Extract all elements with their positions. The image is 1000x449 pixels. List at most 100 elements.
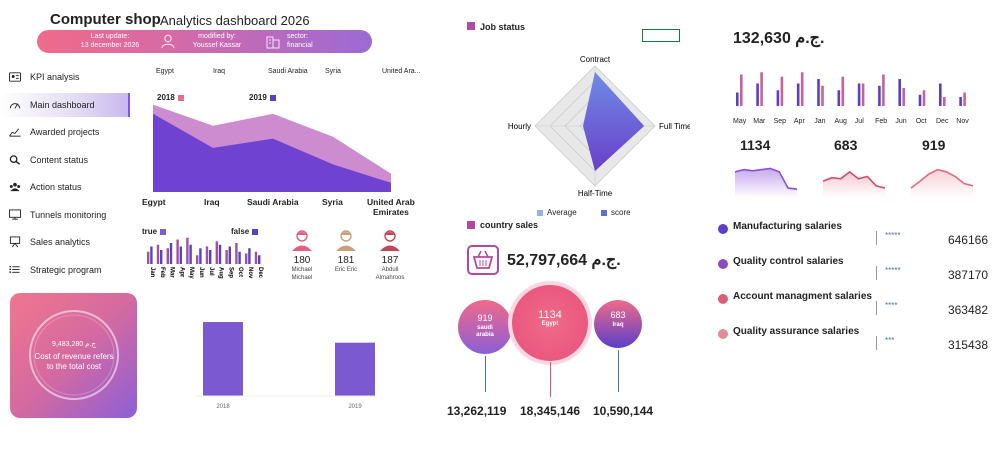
salary-stars: ***** — [876, 231, 901, 245]
area-bottom-label: Syria — [322, 197, 343, 207]
sidebar-item-action-status[interactable]: Action status — [0, 175, 130, 199]
tf-month-label: Dec — [257, 267, 263, 279]
tf-bar — [248, 248, 251, 264]
area-top-label: Saudi Arabia — [268, 68, 308, 75]
sidebar-item-awarded-projects[interactable]: Awarded projects — [0, 120, 130, 144]
salary-dot — [718, 224, 728, 234]
last-update-label: Last update: — [90, 33, 130, 40]
month-bar — [898, 79, 901, 106]
bubble-Iraq: 683 Iraq — [594, 300, 642, 348]
sidebar-item-strategic-program[interactable]: Strategic program — [0, 258, 130, 282]
area-chart — [153, 104, 391, 192]
bubble-value: 919 — [477, 313, 493, 323]
tf-month-label: Apr — [178, 267, 184, 278]
sidebar-item-main-dashboard[interactable]: Main dashboard — [0, 92, 130, 117]
tf-bar — [150, 246, 153, 264]
salary-value: 363482 — [947, 303, 988, 317]
month-bar — [800, 72, 804, 106]
area-series-2019 — [153, 113, 391, 192]
tf-month-label: Nov — [247, 267, 253, 279]
employee-avatar-icon — [287, 228, 317, 252]
year-bar-chart: 2018 2019 — [195, 322, 375, 410]
tf-bar — [245, 253, 248, 264]
monthly-bar-chart — [736, 72, 966, 106]
tf-bar — [156, 244, 160, 264]
sidebar-item-kpi-analysis[interactable]: KPI analysis — [0, 65, 130, 89]
employee-value: 181 — [337, 255, 355, 266]
employee-name: Michael Michael — [291, 267, 313, 281]
bubble-label: saudi arabia — [476, 325, 494, 338]
job-status-radar: Contract Full Time Half-Time Hourly — [508, 55, 690, 198]
sparkline-line-683 — [822, 170, 886, 189]
monitor-icon — [9, 208, 21, 220]
legend-2019-label: 2019 — [249, 93, 267, 102]
salary-dot — [718, 294, 728, 304]
sidebar-item-content-status[interactable]: Content status — [0, 148, 130, 172]
bubble-total: 13,262,119 — [447, 404, 507, 418]
average-swatch — [537, 209, 543, 216]
legend-false-label: false — [231, 227, 250, 236]
country-sales-total: 52,797,664 ج.م. — [507, 252, 621, 269]
month-label: Jul — [854, 118, 864, 125]
legend-2018-swatch — [177, 94, 184, 101]
app-title: Computer shop — [50, 11, 161, 28]
tf-bar — [254, 251, 258, 264]
sidebar-item-sales-analytics[interactable]: Sales analytics — [0, 230, 130, 254]
modified-value: Youssef Kassar — [192, 42, 242, 49]
year-bar-label: 2019 — [348, 404, 362, 410]
kpi-683: 683 — [834, 137, 858, 153]
tf-month-label: May — [188, 267, 194, 279]
radar-score-area — [583, 72, 645, 171]
month-bar — [837, 90, 841, 106]
month-bar — [817, 79, 820, 106]
salary-row: Quality control salaries ***** 387170 — [718, 256, 998, 282]
tf-bar — [179, 246, 182, 264]
id-card-icon — [9, 72, 21, 82]
bubble-Egypt: 1134 Egypt — [512, 285, 588, 361]
tf-month-label: Oct — [237, 267, 243, 277]
salary-dot — [718, 259, 728, 269]
month-bar — [922, 90, 926, 106]
employee-avatar-icon — [375, 228, 405, 252]
cost-text: Cost of revenue refers to the total cost — [34, 352, 114, 371]
tf-month-label: Feb — [159, 267, 165, 278]
app-subtitle: Analytics dashboard 2026 — [160, 13, 310, 28]
presentation-icon — [9, 236, 21, 248]
tf-bar — [199, 248, 202, 264]
sidebar-item-tunnels-monitoring[interactable]: Tunnels monitoring — [0, 203, 130, 227]
month-bar — [882, 74, 885, 106]
sidebar-item-label: Action status — [30, 182, 82, 192]
month-bar — [780, 76, 784, 106]
tf-month-label: Jan — [149, 267, 155, 278]
area-bottom-label: Egypt — [142, 197, 166, 207]
month-bar — [821, 85, 824, 106]
employee-name: Abdull Almahroos — [375, 267, 405, 281]
area-bottom-label: United Arab Emirates — [367, 197, 415, 217]
bubble-connector — [618, 350, 619, 392]
job-status-title: Job status — [480, 22, 526, 32]
bubble-value: 683 — [610, 310, 626, 320]
tf-month-label: Jul — [208, 267, 214, 276]
radar-legend-average: Average — [537, 208, 577, 217]
tf-month-label: Aug — [218, 267, 224, 279]
bubble-label: Egypt — [541, 321, 559, 327]
selection-box[interactable] — [642, 29, 680, 42]
legend-2019-swatch — [269, 94, 276, 101]
sidebar-item-label: Strategic program — [30, 264, 102, 275]
month-bar — [736, 92, 739, 106]
person-icon — [292, 230, 312, 251]
sidebar-item-label: Main dashboard — [30, 99, 95, 110]
tf-bar — [160, 250, 163, 264]
tf-bar — [215, 241, 218, 264]
score-swatch — [601, 209, 607, 216]
sidebar-item-label: Tunnels monitoring — [30, 209, 107, 220]
legend-false: false — [231, 227, 259, 236]
last-update-value: 13 december 2026 — [80, 42, 140, 49]
ring-icon — [29, 310, 119, 400]
radar-axis-label: Half-Time — [578, 189, 613, 198]
basket-icon — [467, 245, 499, 275]
sparkline-area-683 — [823, 171, 885, 198]
cost-value: 9,483,280 ج.م — [52, 341, 96, 348]
sector-label: sector: — [287, 33, 309, 40]
area-top-label: Syria — [325, 68, 341, 75]
